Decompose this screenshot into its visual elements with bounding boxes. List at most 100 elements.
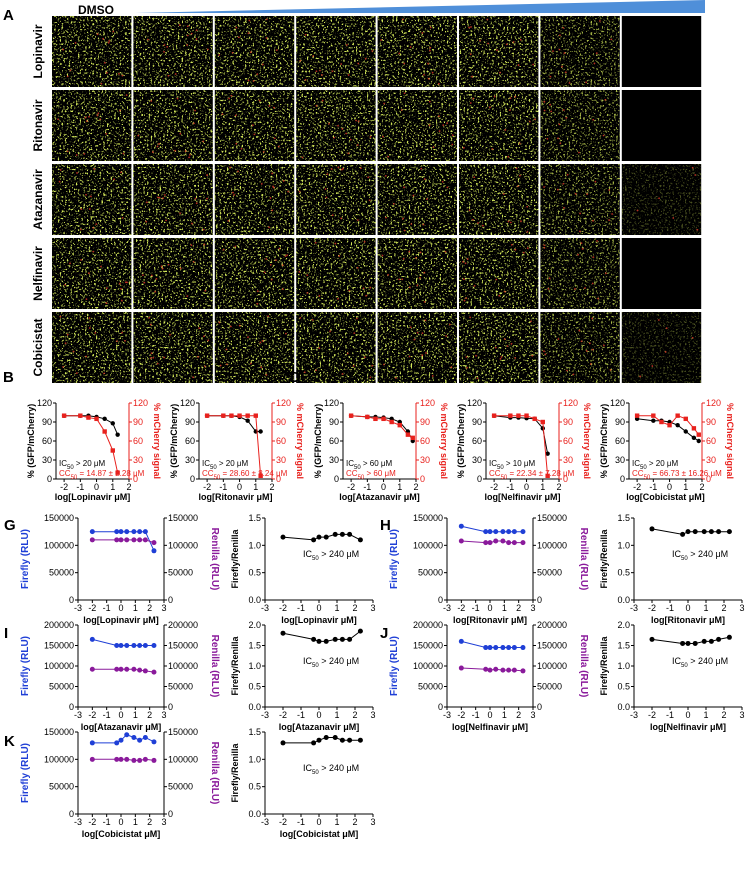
red-cell-dot <box>353 332 356 335</box>
ratio-y-tick-label: 1.5 <box>617 641 630 651</box>
red-cell-dot <box>383 102 386 105</box>
x-tick-label: 0 <box>524 482 529 492</box>
x-tick-label: 1 <box>253 482 258 492</box>
y-tick-label-right: 90 <box>276 417 286 427</box>
ratio-point <box>357 628 363 634</box>
micrograph-speckle <box>52 164 132 235</box>
ratio-x-axis-label: log[Nelfinavir μM] <box>650 722 726 732</box>
red-cell-dot <box>198 327 201 330</box>
red-cell-dot <box>195 38 198 40</box>
red-cell-dot <box>306 274 309 277</box>
red-cell-dot <box>337 124 339 127</box>
y-axis-label-left: % (GFP/mCherry) <box>456 404 466 479</box>
data-point-mcherry <box>110 448 115 453</box>
micrograph-cell <box>621 16 702 87</box>
ratio-point <box>357 537 363 543</box>
ic50-annotation: IC50 > 240 μM <box>303 763 359 776</box>
y-tick-label: 100000 <box>413 661 443 671</box>
x-tick-label: 2 <box>126 482 131 492</box>
data-point-gfp <box>545 451 550 456</box>
red-cell-dot <box>265 18 268 21</box>
red-cell-dot <box>162 197 164 200</box>
red-cell-dot <box>608 219 611 221</box>
red-cell-dot <box>225 363 228 366</box>
y-axis-label-right: % mCherry signal <box>439 403 449 479</box>
y-tick-label: 120 <box>324 398 339 408</box>
red-cell-dot <box>119 109 121 112</box>
ratio-y-tick-label: 0.0 <box>617 702 630 712</box>
x-tick-label: 2 <box>147 817 152 827</box>
firefly-point <box>142 643 148 648</box>
ratio-point <box>280 534 286 540</box>
red-cell-dot <box>124 339 126 342</box>
ratio-x-tick-label: 0 <box>316 817 321 827</box>
data-point-mcherry <box>516 413 521 418</box>
micrograph-cell <box>52 16 132 87</box>
x-tick-label: 0 <box>118 710 123 720</box>
x-tick-label: 1 <box>133 710 138 720</box>
red-cell-dot <box>85 355 87 358</box>
red-cell-dot <box>225 348 228 351</box>
micrograph-speckle <box>377 312 457 383</box>
micrograph-cell <box>52 238 132 309</box>
red-cell-dot <box>427 62 429 65</box>
micrograph-speckle <box>214 90 295 161</box>
red-cell-dot <box>163 50 165 53</box>
data-point-mcherry <box>683 416 688 422</box>
ratio-point <box>316 737 322 743</box>
x-tick-label: 1 <box>397 482 402 492</box>
red-cell-dot <box>585 350 588 352</box>
y-tick-label-right: 150000 <box>168 727 198 737</box>
red-cell-dot <box>556 188 559 191</box>
red-cell-dot <box>420 167 423 170</box>
ratio-point <box>716 529 722 535</box>
x-tick-label: -1 <box>103 817 111 827</box>
y-axis-label-firefly: Firefly (RLU) <box>20 636 31 696</box>
ratio-x-tick-label: 2 <box>352 603 357 613</box>
red-cell-dot <box>429 26 432 29</box>
micrograph-cell <box>459 16 539 87</box>
y-tick-label-right: 0 <box>133 474 138 484</box>
red-cell-dot <box>69 69 72 72</box>
y-tick-label: 0 <box>620 474 625 484</box>
x-tick-label: -2 <box>347 482 355 492</box>
x-axis-label: log[Nelfinavir μM] <box>452 722 528 732</box>
red-cell-dot <box>232 191 234 194</box>
red-cell-dot <box>342 167 345 170</box>
renilla-point <box>137 667 143 673</box>
red-cell-dot <box>473 176 476 179</box>
data-point-mcherry <box>545 473 550 479</box>
red-cell-dot <box>312 55 315 57</box>
red-cell-dot <box>559 34 561 37</box>
x-tick-label: 1 <box>502 603 507 613</box>
data-point-mcherry <box>696 432 701 437</box>
red-cell-dot <box>85 120 88 123</box>
y-tick-label-right: 200000 <box>537 620 567 630</box>
red-cell-dot <box>591 348 594 351</box>
micrograph-speckle <box>377 164 457 235</box>
red-cell-dot <box>202 140 205 143</box>
y-tick-label: 90 <box>42 417 52 427</box>
red-cell-dot <box>487 42 489 45</box>
red-cell-dot <box>321 74 323 76</box>
red-cell-dot <box>423 73 425 76</box>
micrograph-speckle <box>459 90 539 161</box>
ratio-point <box>347 737 353 743</box>
red-cell-dot <box>502 193 505 195</box>
red-cell-dot <box>422 223 425 226</box>
red-cell-dot <box>203 335 205 338</box>
ratio-point <box>716 636 722 642</box>
red-cell-dot <box>558 123 561 126</box>
red-cell-dot <box>84 116 87 119</box>
red-cell-dot <box>197 356 199 358</box>
red-cell-dot <box>256 290 259 293</box>
data-point-mcherry <box>397 422 402 428</box>
red-cell-dot <box>76 172 78 174</box>
firefly-point <box>506 529 512 535</box>
red-cell-dot <box>402 18 405 21</box>
red-cell-dot <box>258 99 261 102</box>
y-tick-label-right: 60 <box>276 436 286 446</box>
red-cell-dot <box>186 295 189 298</box>
